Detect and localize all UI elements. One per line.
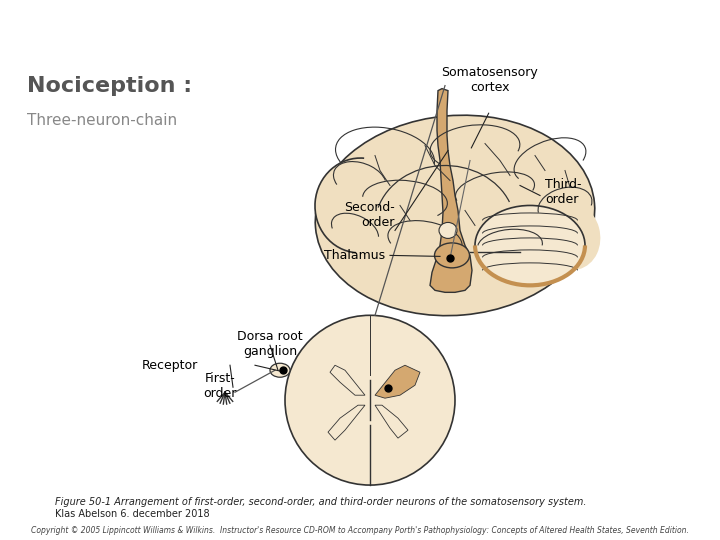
Text: Second-
order: Second- order [344, 201, 395, 229]
Ellipse shape [315, 158, 405, 253]
Ellipse shape [270, 363, 290, 377]
Ellipse shape [520, 185, 570, 265]
Text: UNIVERSITY OF COPENHAGEN: UNIVERSITY OF COPENHAGEN [11, 10, 161, 20]
Text: Thalamus: Thalamus [324, 249, 385, 262]
Polygon shape [330, 365, 365, 395]
Text: Nociception :: Nociception : [27, 76, 192, 96]
Text: Klas Abelson 6. december 2018: Klas Abelson 6. december 2018 [55, 509, 210, 519]
Text: First-
order: First- order [203, 372, 237, 400]
Text: Copyright © 2005 Lippincott Williams & Wilkins.  Instructor's Resource CD-ROM to: Copyright © 2005 Lippincott Williams & W… [31, 525, 689, 535]
Ellipse shape [434, 243, 469, 268]
Ellipse shape [475, 205, 585, 285]
Ellipse shape [539, 201, 600, 270]
Text: Three-neuron-chain: Three-neuron-chain [27, 113, 177, 128]
Text: Receptor: Receptor [142, 359, 198, 372]
Polygon shape [375, 365, 420, 398]
Ellipse shape [315, 115, 595, 316]
Ellipse shape [439, 222, 457, 239]
Text: Third-
order: Third- order [545, 179, 582, 206]
Circle shape [285, 315, 455, 485]
Polygon shape [430, 89, 472, 292]
Text: Figure 50-1 Arrangement of first-order, second-order, and third-order neurons of: Figure 50-1 Arrangement of first-order, … [55, 497, 587, 507]
Polygon shape [375, 405, 408, 438]
Text: Department of Experimental Medicine: Department of Experimental Medicine [483, 8, 709, 22]
Text: Somatosensory
cortex: Somatosensory cortex [441, 66, 539, 93]
Text: Dorsa root
ganglion: Dorsa root ganglion [237, 330, 303, 358]
Polygon shape [328, 405, 365, 440]
